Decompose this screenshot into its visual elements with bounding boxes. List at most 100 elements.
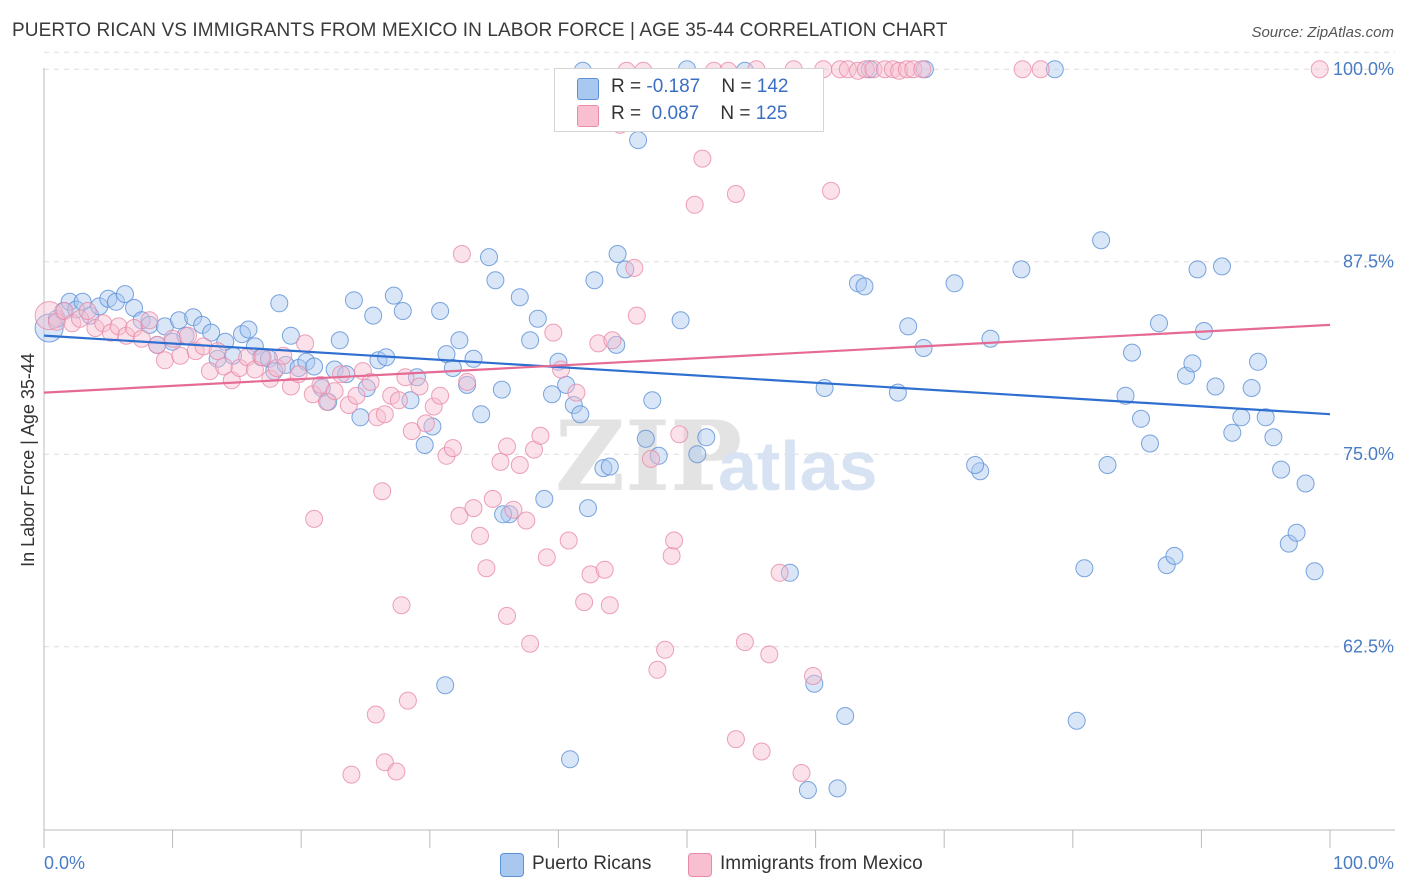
data-point [261, 369, 280, 388]
data-point [671, 311, 690, 330]
data-point [1305, 562, 1324, 581]
data-point [464, 499, 483, 518]
data-point [424, 397, 443, 416]
data-point [132, 329, 151, 348]
data-point [656, 640, 675, 659]
data-point [498, 437, 516, 456]
data-point [1249, 352, 1267, 371]
data-point [1296, 474, 1315, 493]
source-label: Source: ZipAtlas.com [1251, 24, 1394, 41]
y-axis-label: In Labor Force | Age 35-44 [18, 353, 38, 567]
data-point [233, 325, 251, 344]
data-point [571, 405, 590, 424]
data-point [581, 565, 600, 584]
data-point [627, 306, 646, 325]
data-point [494, 505, 513, 524]
data-point [1206, 377, 1225, 396]
data-point [1232, 408, 1251, 427]
data-point [726, 730, 745, 749]
data-point [410, 377, 429, 396]
data-point [1045, 60, 1064, 79]
data-point [281, 326, 300, 345]
data-point [464, 349, 483, 368]
data-point [431, 386, 450, 405]
data-point [1012, 260, 1031, 279]
data-point [883, 60, 902, 79]
data-point [498, 606, 516, 625]
data-point [636, 429, 655, 448]
data-point [1123, 343, 1141, 362]
data-point [339, 396, 358, 414]
data-point [193, 315, 212, 334]
data-point [1075, 559, 1094, 578]
watermark-zip: ZIP [555, 400, 742, 513]
data-point [270, 294, 289, 313]
x-tick-label: 0.0% [44, 853, 85, 873]
data-point [860, 60, 879, 79]
data-point [71, 309, 89, 328]
data-point [665, 531, 684, 550]
data-point [559, 531, 578, 550]
correlation-legend: R = -0.187 N = 142 R = 0.087 N = 125 [554, 68, 824, 132]
data-point [373, 482, 392, 501]
data-point [344, 291, 363, 310]
data-point [608, 245, 627, 263]
data-point [855, 277, 874, 296]
data-point [648, 660, 667, 679]
trend-line [43, 323, 1331, 394]
data-point [688, 445, 707, 464]
data-point [472, 405, 491, 424]
legend-r-label: R = [611, 103, 647, 124]
data-points [34, 60, 1329, 799]
data-point [603, 331, 622, 350]
data-point [239, 320, 258, 339]
data-point [589, 334, 608, 353]
data-point [1157, 556, 1176, 575]
data-point [616, 260, 635, 279]
data-point [780, 563, 799, 582]
data-point [90, 297, 109, 316]
data-point [200, 362, 219, 381]
data-point [1098, 456, 1117, 474]
data-point [415, 436, 434, 454]
data-point [1188, 260, 1207, 279]
data-point [685, 195, 704, 214]
data-point [116, 285, 134, 304]
data-point [561, 750, 579, 769]
data-point [552, 360, 570, 379]
legend-n-label: N = [721, 76, 757, 97]
legend-swatch-pink [688, 853, 712, 877]
legend-label: Immigrants from Mexico [720, 853, 923, 874]
data-point [402, 422, 421, 441]
data-point [1256, 408, 1275, 427]
y-tick-label: 62.5% [1343, 637, 1394, 657]
data-point [804, 667, 822, 685]
data-point [1242, 379, 1261, 397]
watermark: ZIP atlas [555, 400, 878, 513]
data-point [253, 348, 272, 367]
data-point [890, 61, 909, 80]
data-point [486, 271, 505, 290]
data-point [1031, 60, 1050, 79]
data-point [594, 459, 613, 478]
data-point [579, 499, 597, 518]
data-point [342, 765, 361, 784]
data-point [1116, 386, 1135, 405]
legend-r-value: 0.087 [651, 103, 700, 124]
data-point [443, 439, 462, 458]
data-point [155, 351, 174, 370]
data-point [1272, 460, 1291, 479]
data-point [693, 149, 712, 168]
data-point [543, 385, 561, 404]
data-point [798, 781, 817, 799]
data-point [215, 357, 233, 376]
legend-n-label: N = [720, 103, 756, 124]
data-point [436, 676, 455, 695]
data-point [483, 489, 502, 508]
legend-swatch-blue [577, 78, 599, 100]
data-point [94, 314, 113, 333]
data-point [416, 414, 435, 433]
data-point [125, 319, 143, 337]
data-point [492, 380, 511, 399]
data-point [364, 306, 383, 325]
